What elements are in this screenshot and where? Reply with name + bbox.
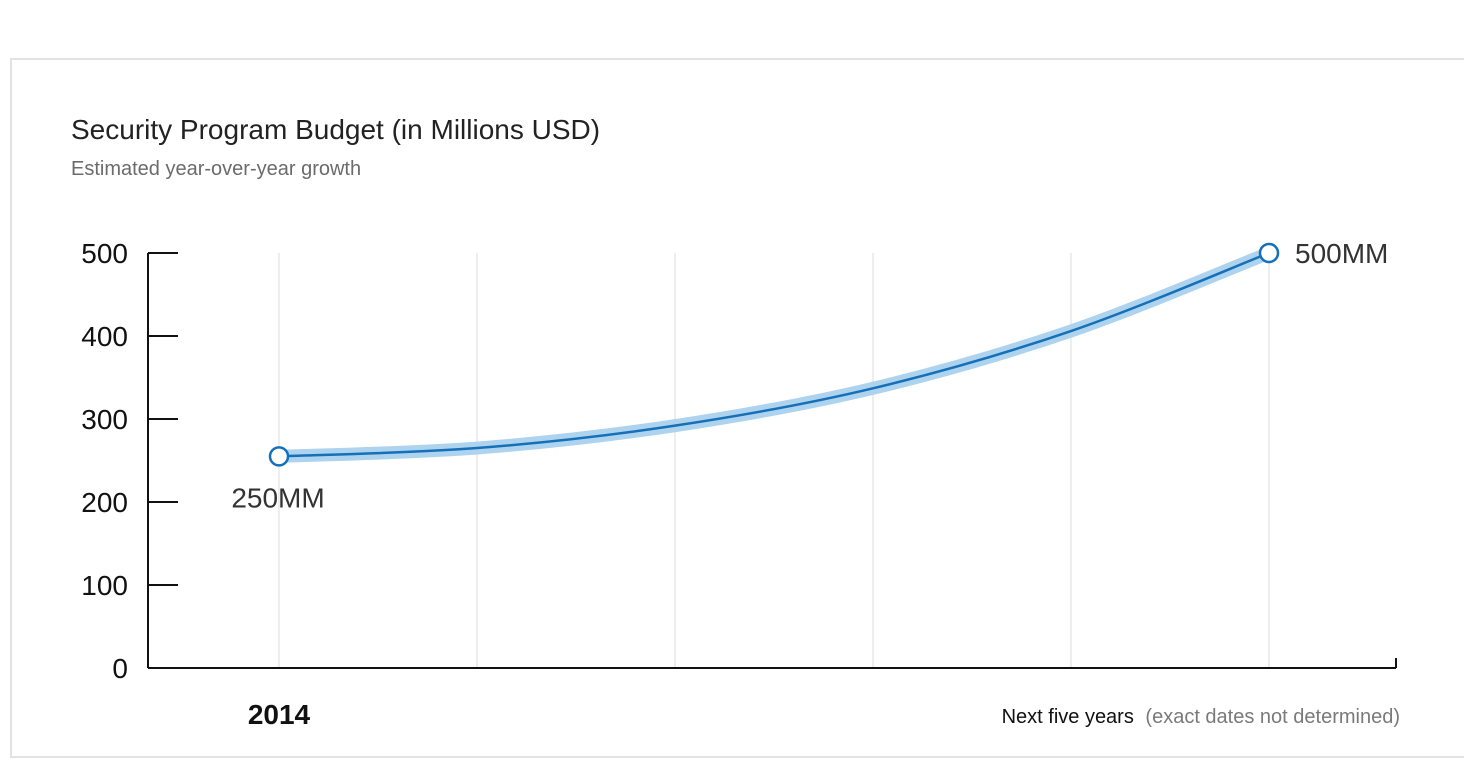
data-point-marker <box>1258 242 1280 264</box>
series-line <box>278 251 1270 458</box>
data-point-marker <box>268 446 290 467</box>
chart-subtitle: Estimated year-over-year growth <box>71 158 362 180</box>
data-label: 500MM <box>1295 238 1388 269</box>
series-halo <box>272 246 1276 463</box>
y-tick-label: 100 <box>81 570 128 601</box>
y-tick-label: 400 <box>81 321 128 352</box>
x-axis-note: Next five years (exact dates not determi… <box>1002 706 1400 728</box>
x-axis-note-main: Next five years <box>1002 706 1134 728</box>
labels: 0 100 200 300 400 500 250MM 500MM <box>81 238 1388 684</box>
y-tick-label: 0 <box>112 653 128 684</box>
grid-lines <box>278 253 1270 668</box>
y-tick-label: 500 <box>81 238 128 269</box>
y-tick-label: 200 <box>81 487 128 518</box>
data-label: 250MM <box>231 482 324 513</box>
chart-title: Security Program Budget (in Millions USD… <box>71 114 601 145</box>
y-tick-label: 300 <box>81 404 128 435</box>
x-axis-note-aside: (exact dates not determined) <box>1145 706 1400 728</box>
chart-card <box>10 58 1464 758</box>
series <box>268 242 1280 467</box>
axes <box>147 252 1397 669</box>
x-start-label: 2014 <box>248 699 311 730</box>
